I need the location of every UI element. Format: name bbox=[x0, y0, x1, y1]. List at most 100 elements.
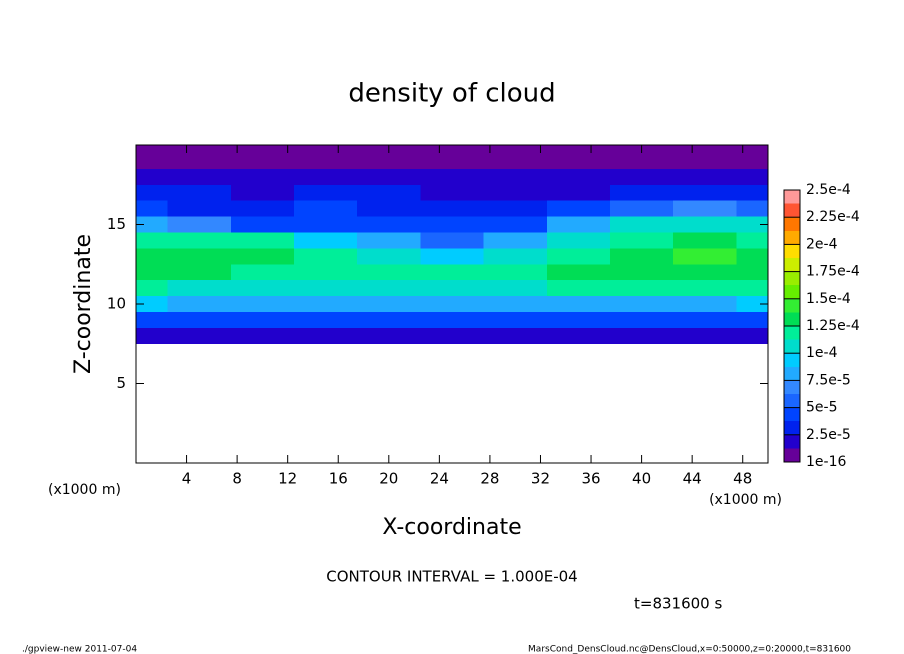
colorbar-tick-label: 1.5e-4 bbox=[806, 291, 851, 307]
cell bbox=[136, 200, 168, 217]
cell bbox=[136, 311, 168, 328]
cell bbox=[420, 216, 484, 233]
cell bbox=[546, 152, 610, 169]
cell bbox=[357, 200, 421, 217]
cell bbox=[230, 200, 294, 217]
cell bbox=[167, 152, 231, 169]
x-tick-label: 24 bbox=[430, 470, 449, 488]
cell bbox=[673, 296, 737, 312]
cell bbox=[294, 280, 358, 297]
cell bbox=[294, 296, 358, 312]
cell bbox=[294, 216, 358, 233]
cell bbox=[294, 145, 358, 153]
x-tick-label: 16 bbox=[329, 470, 348, 488]
cell bbox=[230, 184, 294, 201]
cell bbox=[673, 184, 737, 201]
cell bbox=[546, 200, 610, 217]
cell bbox=[136, 280, 168, 297]
cell bbox=[357, 168, 421, 185]
cell bbox=[610, 200, 674, 217]
x-tick-label: 28 bbox=[480, 470, 499, 488]
cell bbox=[167, 280, 231, 297]
cell bbox=[736, 168, 768, 185]
x-tick-label: 48 bbox=[733, 470, 752, 488]
cell bbox=[294, 200, 358, 217]
cell bbox=[483, 280, 547, 297]
cell bbox=[136, 152, 168, 169]
cell bbox=[420, 168, 484, 185]
cell bbox=[167, 200, 231, 217]
time-label: t=831600 s bbox=[634, 595, 722, 613]
cell bbox=[294, 248, 358, 265]
cell bbox=[167, 264, 231, 281]
cell bbox=[673, 280, 737, 297]
cell bbox=[357, 184, 421, 201]
cell bbox=[420, 200, 484, 217]
cell bbox=[610, 327, 674, 344]
cell bbox=[736, 327, 768, 344]
cell bbox=[483, 248, 547, 265]
cell bbox=[167, 168, 231, 185]
cell bbox=[736, 184, 768, 201]
cell bbox=[136, 232, 168, 249]
cell bbox=[483, 152, 547, 169]
colorbar-swatch bbox=[784, 394, 800, 408]
cell bbox=[673, 327, 737, 344]
cell bbox=[483, 264, 547, 281]
cell bbox=[357, 327, 421, 344]
y-axis-label: Z-coordinate bbox=[71, 234, 96, 374]
cell bbox=[420, 248, 484, 265]
cell bbox=[294, 311, 358, 328]
chart-title: density of cloud bbox=[348, 79, 555, 109]
x-tick-label: 8 bbox=[232, 470, 242, 488]
x-unit-label: (x1000 m) bbox=[709, 492, 782, 508]
cell bbox=[736, 200, 768, 217]
cell bbox=[294, 168, 358, 185]
cell bbox=[546, 311, 610, 328]
cell bbox=[483, 200, 547, 217]
cell bbox=[420, 184, 484, 201]
colorbar-swatch bbox=[784, 271, 800, 286]
cell bbox=[167, 311, 231, 328]
y-tick-label: 5 bbox=[116, 374, 126, 392]
x-tick-label: 12 bbox=[278, 470, 297, 488]
cell bbox=[610, 168, 674, 185]
cell bbox=[294, 184, 358, 201]
x-tick-label: 40 bbox=[632, 470, 651, 488]
cell bbox=[673, 145, 737, 153]
cell bbox=[673, 168, 737, 185]
cell bbox=[230, 280, 294, 297]
cell bbox=[483, 311, 547, 328]
cell bbox=[546, 327, 610, 344]
cell bbox=[420, 264, 484, 281]
colorbar-swatch bbox=[784, 190, 800, 204]
cell bbox=[736, 152, 768, 169]
x-tick-label: 36 bbox=[581, 470, 600, 488]
cell bbox=[136, 216, 168, 233]
cell bbox=[673, 232, 737, 249]
cell bbox=[736, 248, 768, 265]
colorbar-swatch bbox=[784, 326, 800, 340]
colorbar-swatch bbox=[784, 421, 800, 435]
cell bbox=[483, 184, 547, 201]
cell bbox=[136, 184, 168, 201]
cell bbox=[610, 232, 674, 249]
colorbar-swatch bbox=[784, 407, 800, 422]
colorbar-tick-label: 2.25e-4 bbox=[806, 209, 860, 225]
cell bbox=[736, 216, 768, 233]
cell bbox=[610, 264, 674, 281]
footer: ./gpview-new 2011-07-04 bbox=[22, 645, 137, 654]
colorbar-swatch bbox=[784, 230, 800, 245]
cell bbox=[420, 327, 484, 344]
cell bbox=[230, 232, 294, 249]
cell bbox=[294, 232, 358, 249]
colorbar-swatch bbox=[784, 353, 800, 367]
cell bbox=[673, 216, 737, 233]
cell bbox=[546, 232, 610, 249]
cell bbox=[483, 327, 547, 344]
cell bbox=[230, 264, 294, 281]
cell bbox=[546, 184, 610, 201]
cell bbox=[294, 327, 358, 344]
cell bbox=[420, 280, 484, 297]
